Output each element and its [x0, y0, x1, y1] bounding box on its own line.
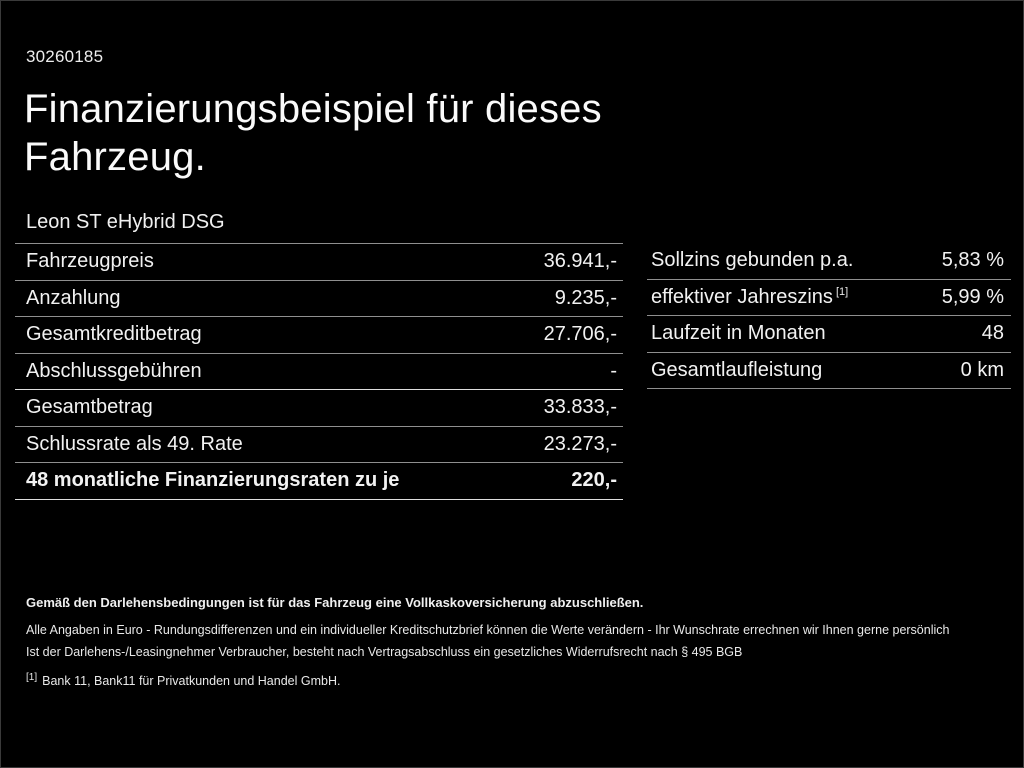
table-row-anzahlung: Anzahlung 9.235,-	[15, 281, 623, 317]
row-label: Sollzins gebunden p.a.	[651, 249, 854, 272]
row-value: 5,83 %	[941, 249, 1004, 272]
table-row-monatsrate: 48 monatliche Finanzierungsraten zu je 2…	[15, 463, 623, 500]
page-title-line1: Finanzierungsbeispiel für dieses	[24, 87, 602, 131]
row-value: -	[610, 359, 617, 382]
row-label: effektiver Jahreszins [1]	[651, 286, 848, 309]
row-value: 220,-	[571, 469, 617, 492]
row-label: Anzahlung	[26, 286, 121, 309]
table-row-laufzeit: Laufzeit in Monaten 48	[647, 316, 1011, 353]
table-row-gesamtbetrag: Gesamtbetrag 33.833,-	[15, 390, 623, 427]
footnote-marker: [1]	[26, 671, 38, 683]
row-value: 23.273,-	[543, 432, 617, 455]
page-title-line2: Fahrzeug.	[24, 135, 206, 179]
table-row-schlussrate: Schlussrate als 49. Rate 23.273,-	[15, 427, 623, 463]
table-row-gesamtlaufleistung: Gesamtlaufleistung 0 km	[647, 353, 1011, 389]
bank-footnote: [1] Bank 11, Bank11 für Privatkunden und …	[26, 671, 1004, 688]
row-label: 48 monatliche Finanzierungsraten zu je	[26, 469, 400, 492]
row-value: 48	[981, 322, 1004, 345]
row-label: Schlussrate als 49. Rate	[26, 432, 243, 455]
row-value: 9.235,-	[554, 286, 617, 309]
interest-terms-table: Sollzins gebunden p.a. 5,83 % effektiver…	[647, 243, 1011, 389]
table-row-gesamtkreditbetrag: Gesamtkreditbetrag 27.706,-	[15, 317, 623, 354]
row-label: Laufzeit in Monaten	[651, 322, 826, 345]
row-label: Abschlussgebühren	[26, 359, 202, 382]
bank-footnote-text: Bank 11, Bank11 für Privatkunden und Han…	[42, 674, 341, 688]
footnote-marker: [1]	[835, 286, 849, 299]
row-label: Gesamtlaufleistung	[651, 358, 823, 381]
page-title: Finanzierungsbeispiel für dieses Fahrzeu…	[24, 85, 602, 181]
row-label: Fahrzeugpreis	[26, 250, 154, 273]
offer-id: 30260185	[26, 47, 104, 66]
vehicle-model: Leon ST eHybrid DSG	[26, 211, 225, 233]
insurance-requirement-note: Gemäß den Darlehensbedingungen ist für d…	[26, 595, 644, 610]
table-row-sollzins: Sollzins gebunden p.a. 5,83 %	[647, 243, 1011, 280]
row-value: 27.706,-	[543, 323, 617, 346]
table-row-abschlussgebuehren: Abschlussgebühren -	[15, 354, 623, 390]
row-label-text: effektiver Jahreszins	[651, 285, 833, 308]
legal-footer: Gemäß den Darlehensbedingungen ist für d…	[26, 595, 1004, 688]
row-label: Gesamtbetrag	[26, 396, 153, 419]
row-value: 0 km	[960, 358, 1004, 381]
table-row-effektiver-jahreszins: effektiver Jahreszins [1] 5,99 %	[647, 280, 1011, 316]
withdrawal-right-note: Ist der Darlehens-/Leasingnehmer Verbrau…	[26, 645, 743, 659]
row-value: 36.941,-	[543, 250, 617, 273]
table-row-fahrzeugpreis: Fahrzeugpreis 36.941,-	[15, 244, 623, 281]
financing-details-table: Fahrzeugpreis 36.941,- Anzahlung 9.235,-…	[15, 243, 623, 500]
disclaimer-note: Alle Angaben in Euro - Rundungsdifferenz…	[26, 623, 950, 637]
row-value: 33.833,-	[543, 396, 617, 419]
row-label: Gesamtkreditbetrag	[26, 323, 202, 346]
row-value: 5,99 %	[941, 285, 1004, 308]
